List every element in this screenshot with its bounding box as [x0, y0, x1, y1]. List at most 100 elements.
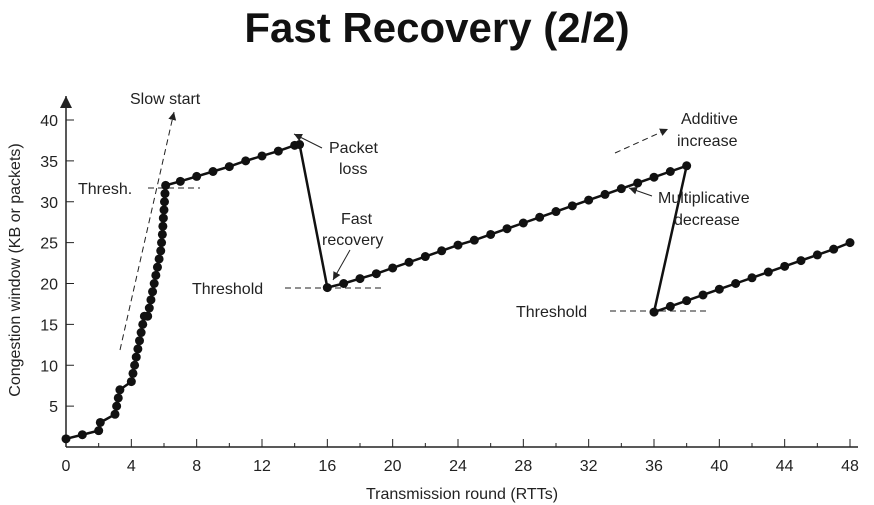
y-tick-label: 5 — [49, 399, 58, 416]
slide-title: Fast Recovery (2/2) — [244, 4, 630, 51]
data-point — [208, 167, 218, 177]
data-point — [714, 284, 724, 294]
data-point — [156, 246, 166, 256]
data-point — [159, 197, 169, 207]
data-point — [131, 352, 141, 362]
annotation-threshold-1: Threshold — [192, 281, 263, 298]
annotation-decrease: decrease — [674, 212, 740, 229]
data-point — [518, 218, 528, 228]
data-point — [339, 279, 349, 288]
annotation-additive: Additive — [681, 111, 738, 128]
slow-start-guide — [119, 111, 177, 351]
data-point — [157, 229, 167, 239]
data-point — [420, 252, 430, 262]
data-point — [175, 176, 185, 186]
x-tick-label: 24 — [449, 458, 467, 475]
packet-loss-arrow — [293, 133, 323, 149]
data-point — [148, 287, 158, 297]
additive-increase-guide — [614, 128, 669, 154]
x-axis-label: Transmission round (RTTs) — [366, 486, 558, 503]
data-point — [130, 360, 140, 370]
data-point — [812, 250, 822, 260]
data-point — [112, 401, 122, 411]
data-point — [404, 257, 414, 267]
x-tick-label: 36 — [645, 458, 663, 475]
data-point — [633, 178, 643, 188]
data-point — [731, 279, 741, 288]
y-tick-label: 35 — [40, 154, 58, 171]
multiplicative-decrease-arrow — [628, 186, 653, 197]
x-tick-label: 32 — [580, 458, 598, 475]
x-tick-label: 28 — [514, 458, 532, 475]
y-tick-label: 20 — [40, 277, 58, 294]
data-point — [535, 212, 545, 222]
data-point — [747, 273, 757, 283]
data-point — [502, 224, 512, 234]
data-point — [95, 417, 105, 427]
data-point — [371, 269, 381, 279]
data-point — [763, 267, 773, 277]
y-tick-label: 30 — [40, 195, 58, 212]
data-point — [295, 140, 305, 150]
data-point — [128, 368, 138, 378]
data-point — [61, 434, 71, 444]
data-point — [665, 301, 675, 311]
data-point — [136, 328, 146, 338]
data-point — [682, 161, 692, 171]
data-point — [600, 189, 610, 199]
data-point — [110, 409, 120, 419]
x-tick-label: 0 — [62, 458, 71, 475]
annotation-loss: loss — [339, 161, 367, 178]
data-point — [224, 162, 234, 172]
data-point — [126, 377, 136, 387]
data-point — [192, 171, 202, 181]
data-point — [845, 238, 855, 248]
data-point — [154, 254, 164, 264]
data-point — [469, 235, 479, 245]
data-point — [151, 270, 161, 280]
x-tick-label: 44 — [776, 458, 794, 475]
data-point — [257, 151, 267, 161]
data-point — [152, 262, 162, 272]
data-point — [355, 274, 365, 284]
annotation-slow-start: Slow start — [130, 91, 201, 108]
y-tick-label: 15 — [40, 317, 58, 334]
annotation-threshold-2: Threshold — [516, 304, 587, 321]
data-point — [146, 295, 156, 305]
y-tick-label: 40 — [40, 113, 58, 130]
fast-recovery-arrow — [332, 249, 351, 281]
x-tick-label: 40 — [710, 458, 728, 475]
data-point — [665, 167, 675, 177]
data-point — [241, 156, 251, 166]
data-point — [149, 279, 159, 288]
x-tick-label: 8 — [192, 458, 201, 475]
data-point — [158, 221, 168, 231]
data-point — [157, 238, 167, 248]
data-point — [113, 393, 123, 403]
annotation-multiplicative: Multiplicative — [658, 190, 750, 207]
data-point — [437, 246, 447, 256]
data-point — [698, 290, 708, 300]
data-point — [584, 195, 594, 205]
data-point — [138, 319, 148, 329]
x-tick-label: 16 — [318, 458, 336, 475]
data-point — [160, 189, 170, 199]
y-tick-label: 10 — [40, 358, 58, 375]
series-line-segment — [652, 165, 851, 315]
annotation-increase: increase — [677, 133, 738, 150]
data-point — [486, 229, 496, 239]
x-tick-label: 48 — [841, 458, 859, 475]
data-point — [77, 430, 87, 440]
data-point — [144, 303, 154, 313]
data-point — [567, 201, 577, 211]
data-point — [829, 244, 839, 254]
x-tick-label: 20 — [384, 458, 402, 475]
x-tick-label: 12 — [253, 458, 271, 475]
data-point — [649, 307, 659, 317]
data-point — [161, 180, 171, 190]
data-point — [649, 172, 659, 182]
data-point — [115, 385, 125, 395]
x-tick-label: 4 — [127, 458, 136, 475]
data-point — [273, 146, 283, 156]
